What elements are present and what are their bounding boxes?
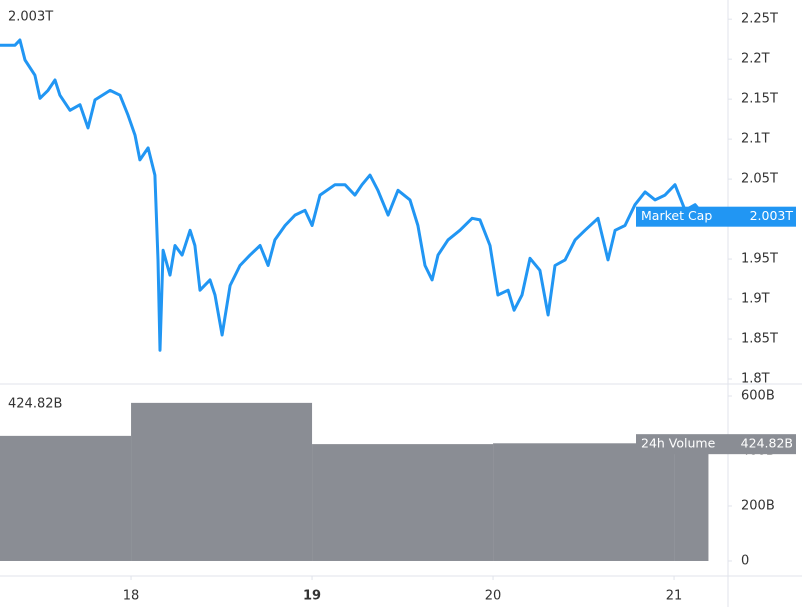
market-cap-line [0,38,707,352]
y-tick-label: 2.15T [741,92,778,107]
volume-bar [493,443,675,561]
volume-bar [674,444,709,561]
volume-bar [0,435,132,561]
y-tick-label: 1.8T [741,372,770,387]
x-tick-label: 19 [303,589,321,604]
y-tick-label: 600B [741,388,775,403]
value-tag-name: Market Cap [641,208,712,223]
y-tick-label: 0 [741,553,749,568]
y-tick-label: 1.9T [741,292,770,307]
value-tag-name: 24h Volume [641,436,716,451]
y-tick-label: 2.05T [741,172,778,187]
y-tick-label: 1.85T [741,332,778,347]
value-tag [636,434,796,455]
y-tick-label: 1.95T [741,252,778,267]
value-tag-value: 424.82B [741,436,793,451]
x-tick-label: 21 [666,589,683,604]
y-tick-label: 2.2T [741,52,770,67]
x-tick-label: 20 [485,589,502,604]
y-tick-label: 200B [741,498,775,513]
value-tag-value: 2.003T [750,208,794,223]
last-value-label: 424.82B [8,397,62,412]
y-tick-label: 2.25T [741,12,778,27]
x-tick-label: 18 [123,589,140,604]
y-tick-label: 2.1T [741,132,770,147]
volume-bar [312,444,494,561]
value-tag [636,206,796,227]
volume-bar [131,402,313,561]
last-value-label: 2.003T [8,10,53,25]
